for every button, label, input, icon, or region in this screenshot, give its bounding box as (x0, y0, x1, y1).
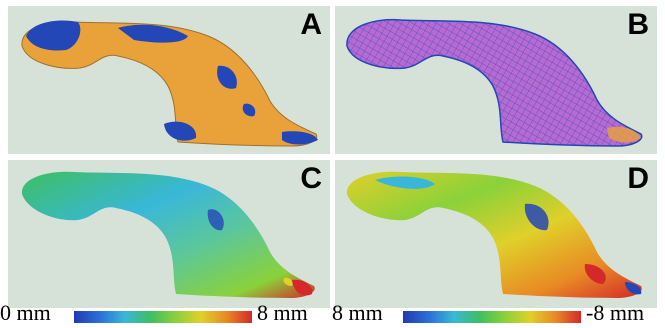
panel-c-label: C (300, 162, 322, 195)
deviation-hotspot (292, 279, 313, 296)
colorbar-left-min-label: 0 mm (0, 300, 51, 325)
overlap-patch (242, 103, 256, 117)
wireframe-mesh (346, 18, 643, 147)
panel-a-shape (21, 20, 318, 147)
deviation-region (584, 264, 606, 284)
deviation-region (524, 203, 549, 231)
overlap-patch (118, 24, 188, 43)
panel-b-label: B (627, 8, 649, 41)
colorbar-right (403, 311, 581, 323)
panel-c-shape (21, 171, 315, 298)
overlap-patch (282, 131, 318, 145)
panel-a-label: A (300, 8, 322, 41)
deviation-region (375, 176, 435, 189)
bone-surface (346, 171, 642, 298)
deviation-region (625, 282, 642, 295)
panel-d-shape (346, 171, 642, 298)
panel-c: C (8, 160, 330, 308)
bone-surface (21, 171, 315, 298)
orange-edge (607, 126, 641, 143)
panel-a: A (8, 6, 330, 154)
overlap-patch (217, 65, 237, 89)
colorbar-right-min-label: 8 mm (332, 300, 383, 325)
overlap-patch (26, 20, 81, 51)
overlap-patch (164, 121, 197, 141)
deviation-hotspot (207, 209, 224, 231)
colorbar-left (74, 311, 252, 323)
colorbar-right-max-label: -8 mm (586, 300, 645, 325)
deviation-hotspot (283, 277, 293, 286)
bone-surface (21, 21, 318, 147)
panel-d: D (335, 160, 657, 308)
panel-b-shape (346, 18, 643, 147)
panel-b: B (335, 6, 657, 154)
panel-d-label: D (627, 162, 649, 195)
colorbar-left-max-label: 8 mm (257, 300, 308, 325)
